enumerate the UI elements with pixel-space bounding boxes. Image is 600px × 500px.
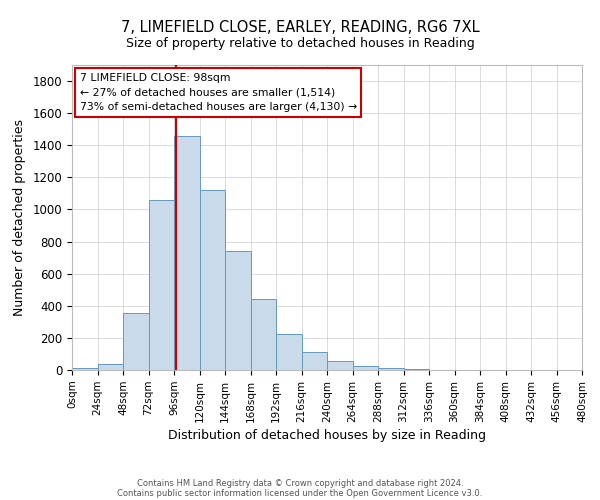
Bar	[174, 136, 199, 370]
Bar	[199, 190, 225, 370]
Text: 7, LIMEFIELD CLOSE, EARLEY, READING, RG6 7XL: 7, LIMEFIELD CLOSE, EARLEY, READING, RG6…	[121, 20, 479, 35]
Text: Contains HM Land Registry data © Crown copyright and database right 2024.: Contains HM Land Registry data © Crown c…	[137, 478, 463, 488]
Bar	[97, 364, 123, 370]
Bar	[225, 251, 251, 370]
Text: Size of property relative to detached houses in Reading: Size of property relative to detached ho…	[125, 38, 475, 51]
Bar	[72, 368, 97, 370]
Bar	[276, 334, 302, 370]
Bar	[149, 200, 174, 370]
Bar	[123, 313, 149, 370]
Bar	[251, 300, 276, 370]
Bar	[353, 366, 378, 370]
Text: Contains public sector information licensed under the Open Government Licence v3: Contains public sector information licen…	[118, 488, 482, 498]
Text: 7 LIMEFIELD CLOSE: 98sqm
← 27% of detached houses are smaller (1,514)
73% of sem: 7 LIMEFIELD CLOSE: 98sqm ← 27% of detach…	[80, 72, 357, 112]
Bar	[378, 368, 404, 370]
Bar	[404, 369, 429, 370]
Bar	[327, 361, 353, 370]
X-axis label: Distribution of detached houses by size in Reading: Distribution of detached houses by size …	[168, 429, 486, 442]
Y-axis label: Number of detached properties: Number of detached properties	[13, 119, 26, 316]
Bar	[302, 352, 327, 370]
